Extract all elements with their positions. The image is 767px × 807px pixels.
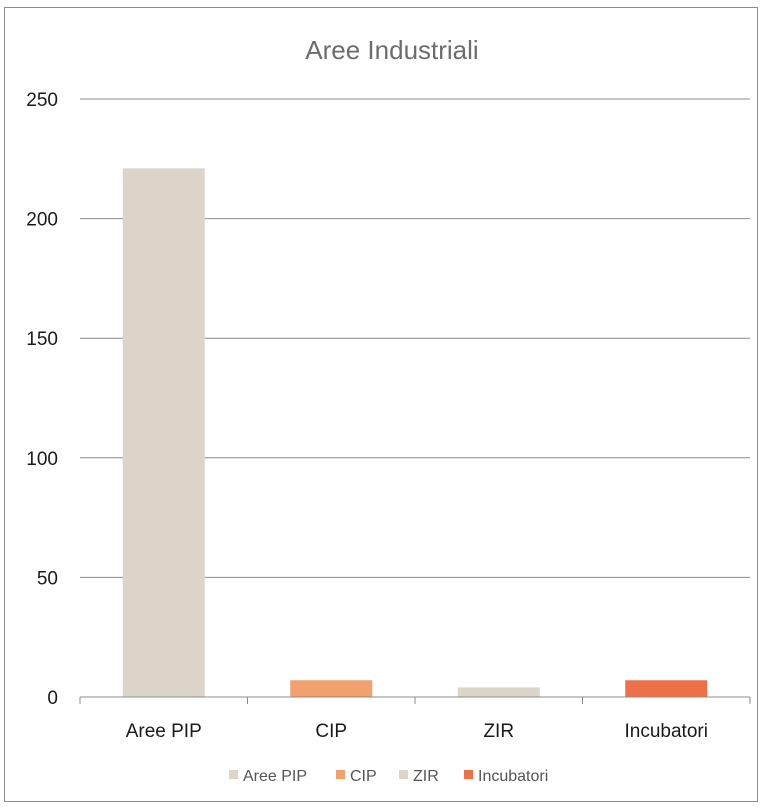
- y-tick-label: 200: [26, 210, 58, 231]
- bar-zir: [457, 687, 540, 697]
- y-tick-label: 150: [26, 329, 58, 350]
- bar-cip: [290, 680, 373, 697]
- y-tick-label: 0: [47, 688, 58, 709]
- bar-aree-pip: [122, 168, 205, 698]
- legend-label: Incubatori: [478, 768, 548, 785]
- bars: [122, 168, 708, 698]
- legend-swatch: [399, 770, 408, 779]
- y-tick-label: 100: [26, 449, 58, 470]
- chart-title: Aree Industriali: [305, 35, 478, 65]
- legend-swatch: [336, 770, 345, 779]
- y-tick-label: 50: [37, 568, 58, 589]
- legend-swatch: [229, 770, 238, 779]
- x-category-label: Incubatori: [625, 721, 708, 742]
- legend: Aree PIP CIP ZIR Incubatori: [229, 768, 548, 785]
- x-category-label: ZIR: [483, 721, 514, 742]
- legend-label: Aree PIP: [243, 768, 307, 785]
- y-axis-ticks: 0 50 100 150 200 250: [26, 90, 58, 709]
- bar-incubatori: [625, 680, 708, 697]
- legend-swatch: [464, 770, 473, 779]
- x-axis: [79, 696, 751, 704]
- x-category-label: Aree PIP: [126, 721, 202, 742]
- y-tick-label: 250: [26, 90, 58, 111]
- legend-label: CIP: [350, 768, 377, 785]
- x-axis-labels: Aree PIP CIP ZIR Incubatori: [126, 721, 708, 742]
- x-category-label: CIP: [315, 721, 347, 742]
- legend-label: ZIR: [413, 768, 439, 785]
